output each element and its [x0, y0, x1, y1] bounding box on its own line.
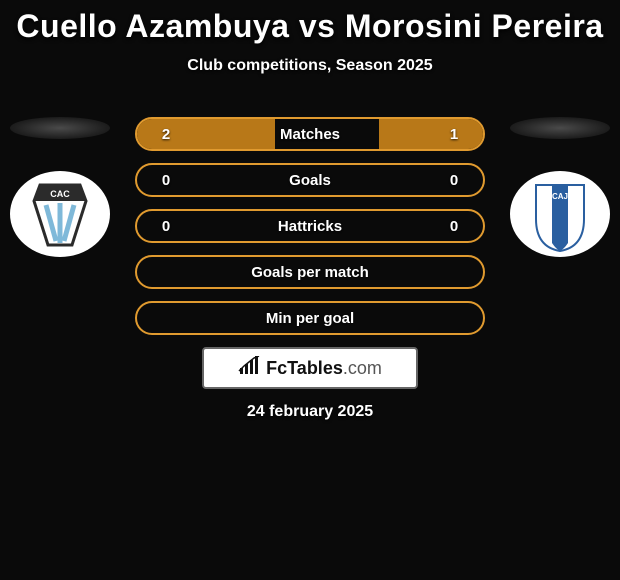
stat-label: Min per goal — [195, 310, 425, 327]
stat-label: Matches — [195, 126, 425, 143]
shadow-ellipse-icon — [510, 117, 610, 139]
stat-right-value: 0 — [425, 172, 483, 189]
stat-label: Goals — [195, 172, 425, 189]
brand-suffix: .com — [343, 358, 382, 378]
svg-text:CAC: CAC — [50, 189, 70, 199]
bar-chart-icon — [238, 356, 260, 381]
right-team-crest-icon: CAJ — [510, 171, 610, 257]
left-team-crest-icon: CAC — [10, 171, 110, 257]
stat-row-goals: 0 Goals 0 — [135, 163, 485, 197]
shadow-ellipse-icon — [10, 117, 110, 139]
brand-name: FcTables — [266, 358, 343, 378]
stat-left-value: 0 — [137, 218, 195, 235]
stat-left-value: 0 — [137, 172, 195, 189]
stat-right-value: 0 — [425, 218, 483, 235]
stat-label: Hattricks — [195, 218, 425, 235]
left-team-block: CAC — [10, 117, 110, 257]
subtitle: Club competitions, Season 2025 — [0, 57, 620, 75]
stats-rows: 2 Matches 1 0 Goals 0 0 Hattricks 0 — [135, 117, 485, 335]
svg-text:CAJ: CAJ — [552, 192, 568, 201]
stat-row-goals-per-match: Goals per match — [135, 255, 485, 289]
date-label: 24 february 2025 — [0, 403, 620, 421]
stat-label: Goals per match — [195, 264, 425, 281]
right-team-block: CAJ — [510, 117, 610, 257]
page-title: Cuello Azambuya vs Morosini Pereira — [0, 8, 620, 45]
stat-right-value: 1 — [425, 126, 483, 143]
stat-left-value: 2 — [137, 126, 195, 143]
stat-row-matches: 2 Matches 1 — [135, 117, 485, 151]
stats-block: CAC CAJ — [0, 117, 620, 421]
stat-row-hattricks: 0 Hattricks 0 — [135, 209, 485, 243]
comparison-card: Cuello Azambuya vs Morosini Pereira Club… — [0, 0, 620, 421]
brand-badge[interactable]: FcTables.com — [202, 347, 418, 389]
stat-row-min-per-goal: Min per goal — [135, 301, 485, 335]
brand-text: FcTables.com — [266, 358, 382, 379]
